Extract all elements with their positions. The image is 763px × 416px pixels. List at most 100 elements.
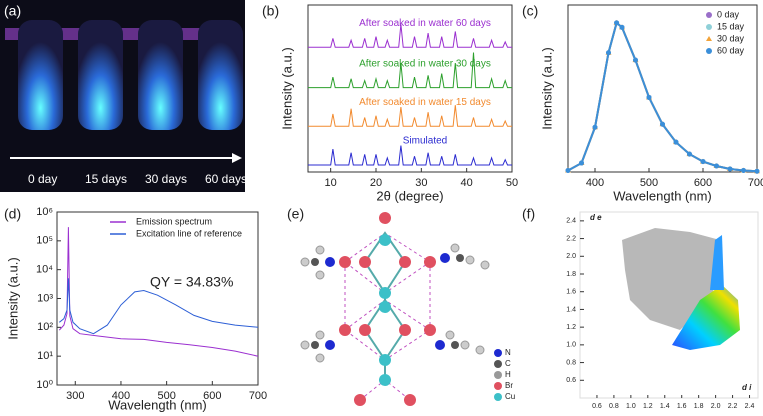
x-tick-label: 300 bbox=[66, 390, 84, 402]
x-tick-label: 700 bbox=[249, 390, 267, 402]
y-tick-label: 10⁴ bbox=[36, 264, 53, 276]
x-tick-label: 0.6 bbox=[592, 403, 602, 410]
fingerprint-spike bbox=[710, 235, 724, 290]
y-tick-label: 2.4 bbox=[566, 218, 576, 225]
series-label: After soaked in water 60 days bbox=[359, 18, 491, 29]
x-tick-label: 700 bbox=[748, 177, 763, 189]
marker bbox=[727, 166, 733, 172]
y-axis-label: d e bbox=[590, 213, 602, 222]
panel-label: (c) bbox=[522, 3, 538, 19]
marker bbox=[741, 168, 746, 174]
arrow-head bbox=[232, 153, 242, 163]
y-tick-label: 1.4 bbox=[566, 306, 576, 313]
x-tick-label: 40 bbox=[461, 177, 473, 189]
series-line bbox=[308, 52, 512, 89]
y-tick-label: 1.2 bbox=[566, 324, 576, 331]
x-tick-label: 600 bbox=[203, 390, 221, 402]
series-line bbox=[567, 21, 758, 173]
x-axis-label: Wavelength (nm) bbox=[108, 397, 207, 412]
legend-label: Excitation line of reference bbox=[136, 228, 242, 238]
marker bbox=[606, 50, 611, 56]
x-tick-label: 1.8 bbox=[694, 403, 704, 410]
x-axis-label: Wavelength (nm) bbox=[613, 188, 712, 203]
y-axis-label: Intensity (a.u.) bbox=[539, 47, 554, 129]
crystal-structure bbox=[300, 212, 490, 406]
x-tick-label: 20 bbox=[370, 177, 382, 189]
y-axis-label: Intensity (a.u.) bbox=[279, 47, 294, 129]
vials bbox=[18, 20, 243, 130]
legend-label: Br bbox=[505, 381, 513, 390]
panel-label: (a) bbox=[4, 3, 21, 19]
y-tick-label: 0.6 bbox=[566, 377, 576, 384]
panel-label: (f) bbox=[522, 206, 535, 222]
series-label: After soaked in water 15 days bbox=[359, 97, 491, 108]
legend-marker bbox=[706, 48, 712, 54]
x-tick-label: 500 bbox=[157, 390, 175, 402]
y-tick-label: 10¹ bbox=[37, 350, 53, 362]
panel-label: (b) bbox=[262, 3, 279, 19]
series-label: Simulated bbox=[403, 136, 447, 147]
x-tick-label: 2.2 bbox=[728, 403, 738, 410]
x-tick-label: 400 bbox=[112, 390, 130, 402]
legend-label: Cu bbox=[505, 392, 515, 401]
y-tick-label: 10⁰ bbox=[36, 379, 53, 391]
x-tick-label: 2.0 bbox=[711, 403, 721, 410]
legend-label: H bbox=[505, 370, 511, 379]
legend-dot bbox=[494, 349, 502, 357]
photo bbox=[0, 0, 245, 192]
series-line bbox=[58, 278, 259, 335]
photo-label: 60 days bbox=[205, 172, 247, 186]
fingerprint-density bbox=[672, 285, 740, 350]
marker bbox=[646, 94, 652, 100]
photo-label: 30 days bbox=[145, 172, 187, 186]
marker bbox=[673, 139, 679, 145]
plot-frame bbox=[579, 211, 759, 399]
legend-label: Emission spectrum bbox=[136, 216, 212, 226]
y-tick-label: 10² bbox=[37, 321, 53, 333]
x-tick-label: 1.6 bbox=[677, 403, 687, 410]
x-tick-label: 1.2 bbox=[643, 403, 653, 410]
marker bbox=[579, 160, 584, 166]
legend-label: 0 day bbox=[717, 9, 740, 19]
series-label: After soaked in water 30 days bbox=[359, 58, 491, 69]
legend-marker bbox=[706, 12, 712, 18]
marker bbox=[565, 168, 571, 174]
series-line bbox=[308, 145, 512, 166]
series-line bbox=[308, 24, 512, 48]
y-tick-label: 1.8 bbox=[566, 271, 576, 278]
x-tick-label: 2.4 bbox=[745, 403, 755, 410]
legend-label: 15 day bbox=[717, 21, 745, 31]
x-tick-label: 600 bbox=[694, 177, 712, 189]
marker bbox=[687, 151, 692, 157]
y-tick-label: 0.8 bbox=[566, 359, 576, 366]
marker bbox=[633, 57, 638, 63]
photo-label: 0 day bbox=[28, 172, 57, 186]
marker bbox=[714, 163, 719, 169]
y-tick-label: 2.2 bbox=[566, 235, 576, 242]
legend-label: N bbox=[505, 348, 511, 357]
marker bbox=[592, 124, 598, 130]
legend-label: 30 day bbox=[717, 33, 745, 43]
y-tick-label: 10⁵ bbox=[36, 235, 53, 247]
x-tick-label: 50 bbox=[506, 177, 518, 189]
y-tick-label: 10⁶ bbox=[36, 206, 53, 218]
panel-label: (d) bbox=[4, 206, 21, 222]
y-axis-label: Intensity (a.u.) bbox=[5, 257, 20, 339]
legend-label: C bbox=[505, 359, 511, 368]
legend-dot bbox=[494, 360, 502, 368]
x-tick-label: 1.0 bbox=[626, 403, 636, 410]
plot-frame bbox=[567, 4, 758, 173]
legend-dot bbox=[494, 393, 502, 401]
x-tick-label: 500 bbox=[640, 177, 658, 189]
x-tick-label: 30 bbox=[415, 177, 427, 189]
x-tick-label: 10 bbox=[325, 177, 337, 189]
y-tick-label: 10³ bbox=[37, 292, 53, 304]
panel-label: (e) bbox=[287, 206, 304, 222]
annotation: QY = 34.83% bbox=[150, 274, 233, 290]
y-tick-label: 1.6 bbox=[566, 289, 576, 296]
x-axis-label: d i bbox=[742, 383, 752, 392]
marker bbox=[754, 168, 760, 174]
marker bbox=[614, 20, 620, 26]
legend-label: 60 day bbox=[717, 45, 745, 55]
